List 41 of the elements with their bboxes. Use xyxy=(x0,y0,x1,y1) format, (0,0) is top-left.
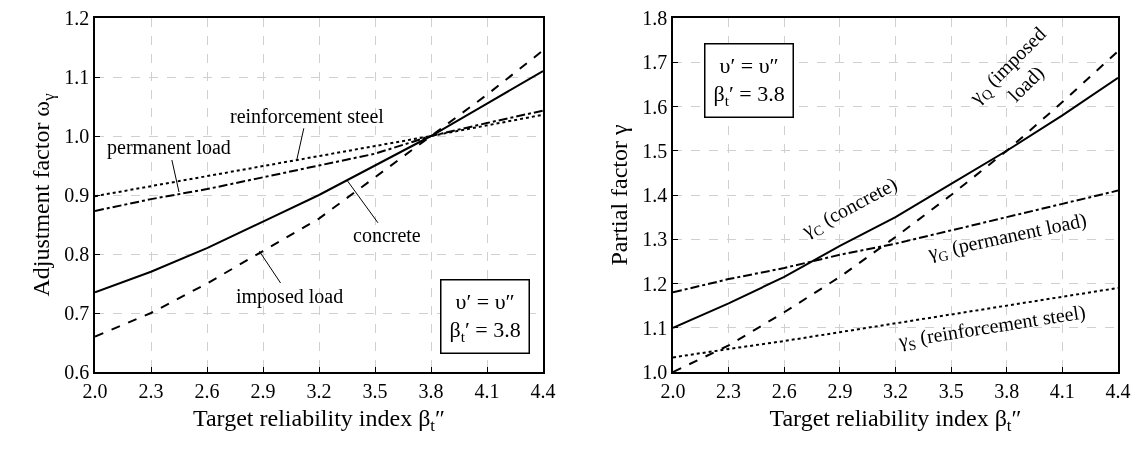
y-tick-label: 1.3 xyxy=(642,228,668,251)
x-tick-label: 2.3 xyxy=(716,379,742,402)
y-tick-label: 0.9 xyxy=(64,184,90,206)
x-tick-label: 3.2 xyxy=(883,379,908,402)
annotation: γ$_{S}$ (reinforcement steel) xyxy=(896,300,1088,355)
annotation: imposed load xyxy=(236,285,344,308)
y-tick-label: 1.2 xyxy=(642,272,668,295)
y-tick-label: 1.4 xyxy=(642,184,668,206)
y-tick-label: 1.6 xyxy=(642,95,668,118)
annotation: υ′ = υ″ β$_{t}$′ = 3.8 xyxy=(449,288,521,345)
x-tick-label: 4.1 xyxy=(1049,379,1075,402)
y-axis-title: Partial factor γ xyxy=(605,124,632,266)
annotation: concrete xyxy=(353,224,421,246)
x-tick-label: 4.1 xyxy=(474,379,500,402)
x-axis-title: Target reliability index β$_{t}$″ xyxy=(769,404,1022,435)
x-axis-title: Target reliability index β$_{t}$″ xyxy=(192,404,446,435)
y-tick-label: 1.1 xyxy=(64,66,90,88)
y-tick-label: 1.0 xyxy=(64,125,90,147)
y-tick-label: 1.2 xyxy=(64,7,90,29)
y-tick-label: 1.5 xyxy=(642,139,668,162)
x-tick-label: 3.5 xyxy=(362,379,388,402)
x-tick-label: 2.9 xyxy=(250,379,276,402)
annotation: γ$_{G}$ (permanent load) xyxy=(925,208,1090,267)
x-tick-label: 2.3 xyxy=(138,379,164,402)
y-tick-label: 1.7 xyxy=(642,51,668,74)
annotation: υ′ = υ″ β$_{t}$′ = 3.8 xyxy=(713,52,785,109)
annotation: permanent load xyxy=(107,136,231,159)
x-tick-label: 3.8 xyxy=(994,379,1020,402)
x-tick-label: 3.8 xyxy=(418,379,444,402)
x-tick-label: 2.9 xyxy=(827,379,853,402)
x-tick-label: 4.4 xyxy=(1105,379,1131,402)
x-tick-label: 3.5 xyxy=(938,379,964,402)
y-tick-label: 1.8 xyxy=(642,7,668,29)
y-tick-label: 1.1 xyxy=(642,316,668,339)
x-tick-label: 3.2 xyxy=(306,379,332,402)
y-tick-label: 0.8 xyxy=(64,243,90,265)
x-tick-label: 4.4 xyxy=(530,379,556,402)
annotation: reinforcement steel xyxy=(230,105,385,127)
x-tick-label: 2.6 xyxy=(771,379,797,402)
y-tick-label: 0.7 xyxy=(64,302,90,324)
x-tick-label: 2.6 xyxy=(194,379,220,402)
